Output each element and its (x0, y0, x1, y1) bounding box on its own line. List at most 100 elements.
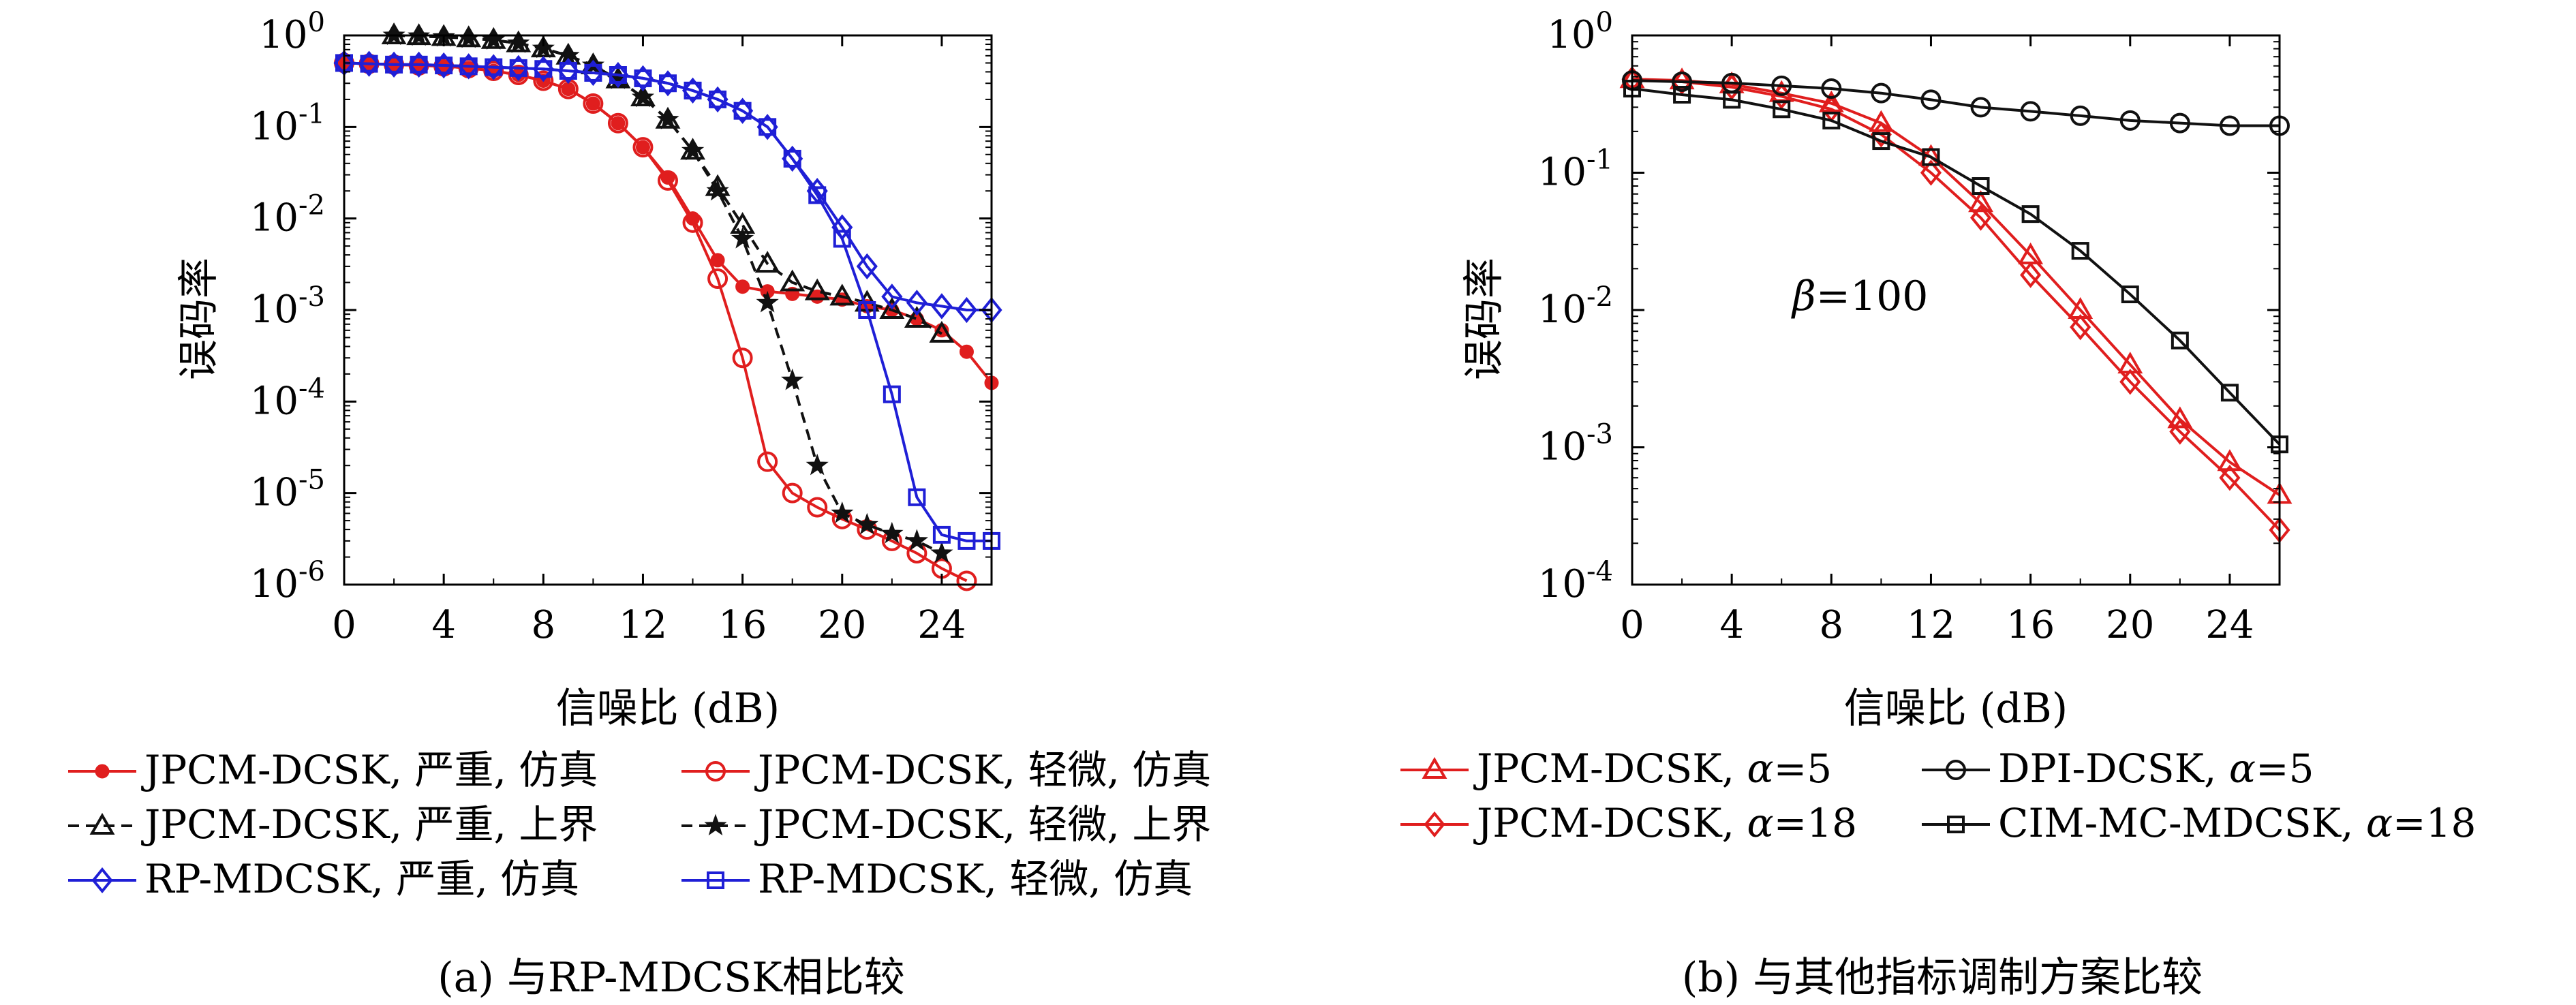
data-point (932, 525, 951, 544)
data-point (1723, 91, 1741, 109)
legend-marker (705, 761, 726, 782)
data-point (1922, 148, 1940, 166)
data-point (385, 55, 403, 74)
data-point (559, 62, 577, 80)
x-tick-label: 20 (818, 603, 866, 647)
data-point (959, 344, 974, 359)
data-point (758, 118, 777, 136)
data-point (684, 81, 702, 99)
data-point (656, 108, 679, 129)
series-3 (1623, 80, 2288, 454)
legend-marker (707, 871, 724, 889)
panel-b-annotation-symbol: β (1791, 273, 1816, 320)
series-1 (1621, 66, 2290, 543)
data-point (2020, 101, 2041, 122)
panel-b-annotation-value: =100 (1816, 273, 1929, 320)
data-point (880, 521, 904, 544)
data-point (782, 145, 803, 172)
series-line (394, 34, 942, 555)
series-0 (337, 55, 999, 390)
data-point (732, 347, 753, 369)
data-point (955, 296, 978, 324)
data-point (731, 227, 754, 249)
data-point (2070, 314, 2091, 341)
data-point (831, 501, 854, 523)
data-point (582, 59, 604, 87)
data-point (1970, 97, 1991, 118)
panel-b-series (1619, 66, 2293, 543)
y-tick-label: 10-3 (250, 281, 325, 332)
x-tick-label: 12 (1907, 603, 1955, 647)
y-tick-label: 100 (1547, 7, 1613, 57)
data-point (930, 541, 953, 563)
data-point (1821, 78, 1842, 99)
data-point (2071, 242, 2089, 260)
x-tick-label: 4 (431, 603, 456, 647)
data-point (659, 74, 677, 93)
legend-label: JPCM-DCSK, α=18 (1473, 800, 1857, 846)
y-tick-label: 10-5 (250, 465, 325, 515)
data-point (2119, 110, 2141, 131)
legend-label: JPCM-DCSK, 严重, 仿真 (141, 747, 598, 793)
data-point (781, 368, 804, 390)
data-point (360, 55, 378, 73)
series-line (343, 61, 968, 583)
legend-entry: DPI-DCSK, α=5 (1922, 745, 2314, 792)
data-point (1972, 177, 1990, 196)
data-point (383, 51, 405, 78)
y-tick-label: 10-2 (1538, 281, 1613, 332)
series-line (343, 61, 992, 311)
data-point (931, 293, 953, 320)
legend-label: JPCM-DCSK, 严重, 上界 (141, 801, 598, 848)
panel-b-caption: (b) 与其他指标调制方案比较 (1682, 954, 2203, 1002)
legend-marker (1946, 760, 1966, 780)
legend-entry: JPCM-DCSK, 轻微, 仿真 (681, 747, 1211, 793)
data-point (756, 290, 779, 313)
data-point (533, 70, 554, 91)
data-point (1969, 204, 1992, 231)
data-point (1920, 159, 1942, 186)
data-point (2169, 418, 2191, 445)
legend-marker (1947, 816, 1965, 833)
data-point (584, 63, 602, 82)
panel-b-xlabel: 信噪比 (dB) (1844, 685, 2068, 732)
data-point (904, 306, 930, 328)
data-point (1671, 68, 1693, 95)
data-point (906, 290, 927, 316)
data-point (782, 482, 803, 504)
data-point (557, 57, 579, 84)
series-4 (333, 50, 1002, 324)
series-0 (1619, 66, 2293, 504)
legend-marker (89, 812, 115, 835)
data-point (1672, 71, 1693, 92)
data-point (2217, 449, 2243, 471)
data-point (632, 137, 654, 158)
data-point (583, 93, 604, 114)
data-point (458, 53, 480, 80)
panel-a-axes: 0 4 8 12 16 20 24 100 10-1 10-2 10-3 10-4 10-5 10-6 (250, 7, 993, 647)
data-point (833, 230, 851, 248)
data-point (905, 529, 929, 551)
data-point (2167, 406, 2193, 429)
data-point (2070, 105, 2091, 126)
data-point (607, 112, 628, 134)
legend-entry: JPCM-DCSK, α=5 (1400, 745, 1832, 792)
data-point (607, 61, 629, 89)
data-point (783, 149, 801, 168)
panel-a-legend: JPCM-DCSK, 严重, 仿真 JPCM-DCSK, 轻微, 仿真 JPCM-D… (68, 747, 1211, 902)
data-point (807, 497, 828, 518)
x-tick-label: 4 (1719, 603, 1744, 647)
data-point (757, 451, 778, 472)
data-point (1818, 90, 1844, 112)
data-point (457, 26, 480, 48)
legend-entry: RP-MDCSK, 轻微, 仿真 (681, 856, 1193, 902)
data-point (804, 278, 830, 300)
data-point (634, 69, 652, 87)
data-point (681, 138, 705, 161)
data-point (681, 77, 704, 104)
data-point (883, 385, 901, 403)
data-point (2171, 331, 2189, 350)
data-point (706, 179, 729, 201)
